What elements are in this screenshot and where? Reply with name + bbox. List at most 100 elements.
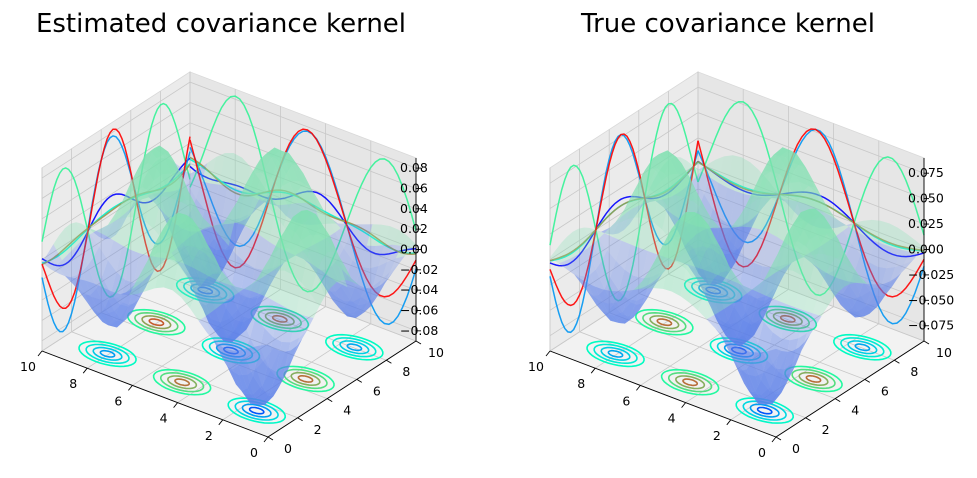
surface-patch xyxy=(225,218,240,249)
surface-patch xyxy=(794,164,809,192)
contour-line xyxy=(297,374,314,383)
contour-line xyxy=(283,368,328,390)
z-tick-label: −0.025 xyxy=(908,267,954,282)
surface-patch xyxy=(846,281,862,299)
surface-patch xyxy=(165,173,180,212)
axes: 0 2 4 6 8 10 0 2 4 6 8 10 0.075 0.050 0.025 0.000 −0.025… xyxy=(528,157,954,460)
surface-patch xyxy=(858,274,873,285)
surface-patch xyxy=(295,251,310,265)
surface-patch xyxy=(195,285,210,318)
contour-line xyxy=(332,337,377,358)
surface-patch xyxy=(108,297,123,311)
surface-patch xyxy=(636,277,651,301)
surface-patch xyxy=(711,307,726,336)
surface-patch xyxy=(660,237,675,265)
surface-patch xyxy=(248,197,263,215)
surface-patch xyxy=(641,194,656,206)
surface-patch xyxy=(809,260,825,295)
surface-patch xyxy=(630,217,645,248)
surface-patch xyxy=(199,227,215,261)
surface-patch xyxy=(758,351,773,373)
surface-patch xyxy=(843,226,858,244)
wall-curve xyxy=(41,128,191,310)
surface-patch xyxy=(798,310,813,339)
surface-patch xyxy=(185,271,201,303)
z-tick-label: 0.04 xyxy=(400,201,428,216)
surface-patch xyxy=(863,305,879,317)
surface-patch xyxy=(790,342,805,373)
surface-patch xyxy=(784,338,799,370)
contour-line xyxy=(756,406,773,415)
surface-patch xyxy=(205,238,220,266)
surface-patch xyxy=(200,271,215,301)
x-tick-label: 2 xyxy=(205,428,213,443)
surface-patch xyxy=(237,224,252,264)
surface-patch xyxy=(714,272,730,310)
surface-patch xyxy=(741,349,756,377)
surface-patch xyxy=(266,264,281,288)
surface-patch xyxy=(218,273,233,301)
surface-patch xyxy=(321,252,337,288)
surface-patch xyxy=(196,250,211,277)
surface-patch xyxy=(299,315,314,338)
surface-patch xyxy=(818,277,833,307)
surface-patch xyxy=(806,254,821,270)
surface-patch xyxy=(804,283,819,314)
surface-patch xyxy=(749,281,764,298)
surface-patch xyxy=(770,190,785,202)
surface-patch xyxy=(242,170,258,197)
surface-patch xyxy=(134,258,149,285)
surface-patch xyxy=(338,248,353,276)
surface-patch xyxy=(282,181,298,205)
surface-patch xyxy=(641,168,657,192)
surface-patch xyxy=(822,211,838,229)
surface-patch xyxy=(252,287,267,317)
surface-patch xyxy=(113,304,129,322)
surface-patch xyxy=(841,260,856,283)
surface-patch xyxy=(728,321,743,341)
surface-patch xyxy=(765,171,780,201)
surface-patch xyxy=(314,205,330,225)
surface-patch xyxy=(807,313,822,333)
surface-patch xyxy=(781,304,796,341)
surface-patch xyxy=(573,273,588,292)
surface-patch xyxy=(96,223,111,236)
y-axis xyxy=(775,340,925,438)
surface-patch xyxy=(818,216,833,234)
surface-patch xyxy=(792,241,807,276)
surface-patch xyxy=(271,160,287,192)
surface-patch xyxy=(146,235,161,265)
surface-patch xyxy=(289,254,304,260)
surface-patch xyxy=(717,309,733,342)
y-tick-label: 6 xyxy=(373,383,381,398)
surface-patch xyxy=(163,259,179,291)
surface-patch xyxy=(729,302,744,340)
surface-patch xyxy=(226,284,241,320)
surface-patch xyxy=(244,394,259,406)
surface-patch xyxy=(758,321,773,360)
surface-patch xyxy=(202,260,218,301)
surface-patch xyxy=(119,190,134,220)
surface-patch xyxy=(324,255,339,283)
surface-patch xyxy=(274,191,290,227)
surface-patch xyxy=(639,218,654,251)
surface-patch xyxy=(330,277,345,302)
surface-patch xyxy=(186,215,201,231)
surface-patch xyxy=(667,188,683,225)
surface-patch xyxy=(710,262,725,282)
surface-patch xyxy=(733,206,749,228)
surface-patch xyxy=(210,249,226,274)
surface-patch xyxy=(130,189,145,209)
surface-patch xyxy=(737,278,752,294)
surface-patch xyxy=(612,212,627,235)
surface-patch xyxy=(211,319,227,337)
surface-patch xyxy=(564,258,579,276)
surface-patch xyxy=(578,275,594,296)
wall-curve xyxy=(189,165,417,256)
surface-patch xyxy=(227,153,243,189)
surface-patch xyxy=(85,294,100,314)
surface-patch xyxy=(852,298,867,315)
surface-patch xyxy=(699,268,715,298)
surface-patch xyxy=(150,196,165,214)
surface-patch xyxy=(756,171,772,200)
